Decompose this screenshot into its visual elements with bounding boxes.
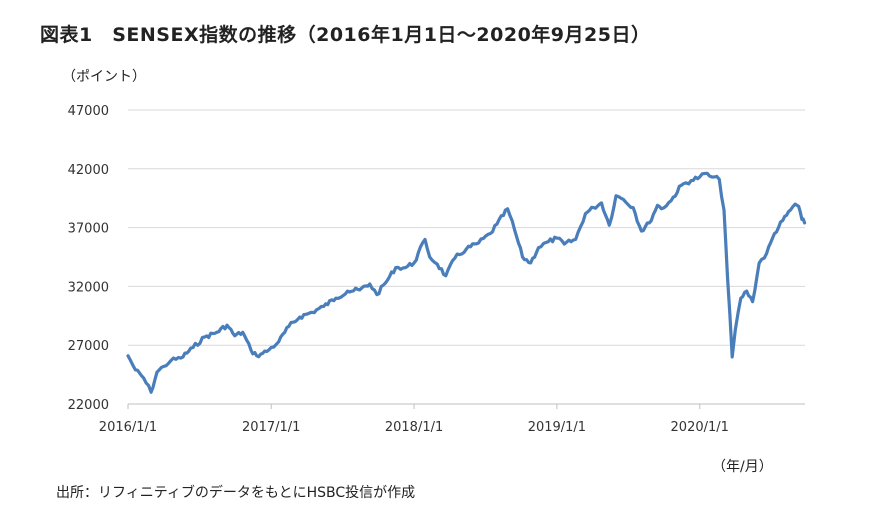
series — [126, 171, 807, 394]
x-tick-label: 2016/1/1 — [99, 420, 157, 435]
y-tick-label: 32000 — [68, 280, 109, 295]
y-tick-label: 22000 — [68, 398, 109, 413]
y-tick-labels: 22000 27000 32000 37000 42000 47000 — [68, 104, 109, 413]
y-tick-label: 37000 — [68, 222, 109, 237]
y-tick-label: 27000 — [68, 339, 109, 354]
gridlines — [128, 109, 805, 346]
y-axis-unit-label: （ポイント） — [62, 69, 146, 85]
series-line — [126, 171, 807, 394]
axes — [127, 403, 805, 409]
x-tick-label: 2018/1/1 — [385, 420, 443, 435]
y-tick-label: 47000 — [68, 104, 109, 119]
y-tick-label: 42000 — [68, 163, 109, 178]
chart-title: 図表1 SENSEX指数の推移（2016年1月1日～2020年9月25日） — [40, 24, 651, 46]
x-tick-label: 2019/1/1 — [528, 420, 586, 435]
source-note: 出所：リフィニティブのデータをもとにHSBC投信が作成 — [56, 485, 416, 501]
x-tick-label: 2020/1/1 — [671, 420, 729, 435]
x-tick-labels: 2016/1/1 2017/1/1 2018/1/1 2019/1/1 2020/1/1 — [99, 420, 729, 435]
x-axis-unit-label: （年/月） — [712, 459, 773, 475]
x-tick-label: 2017/1/1 — [242, 420, 300, 435]
